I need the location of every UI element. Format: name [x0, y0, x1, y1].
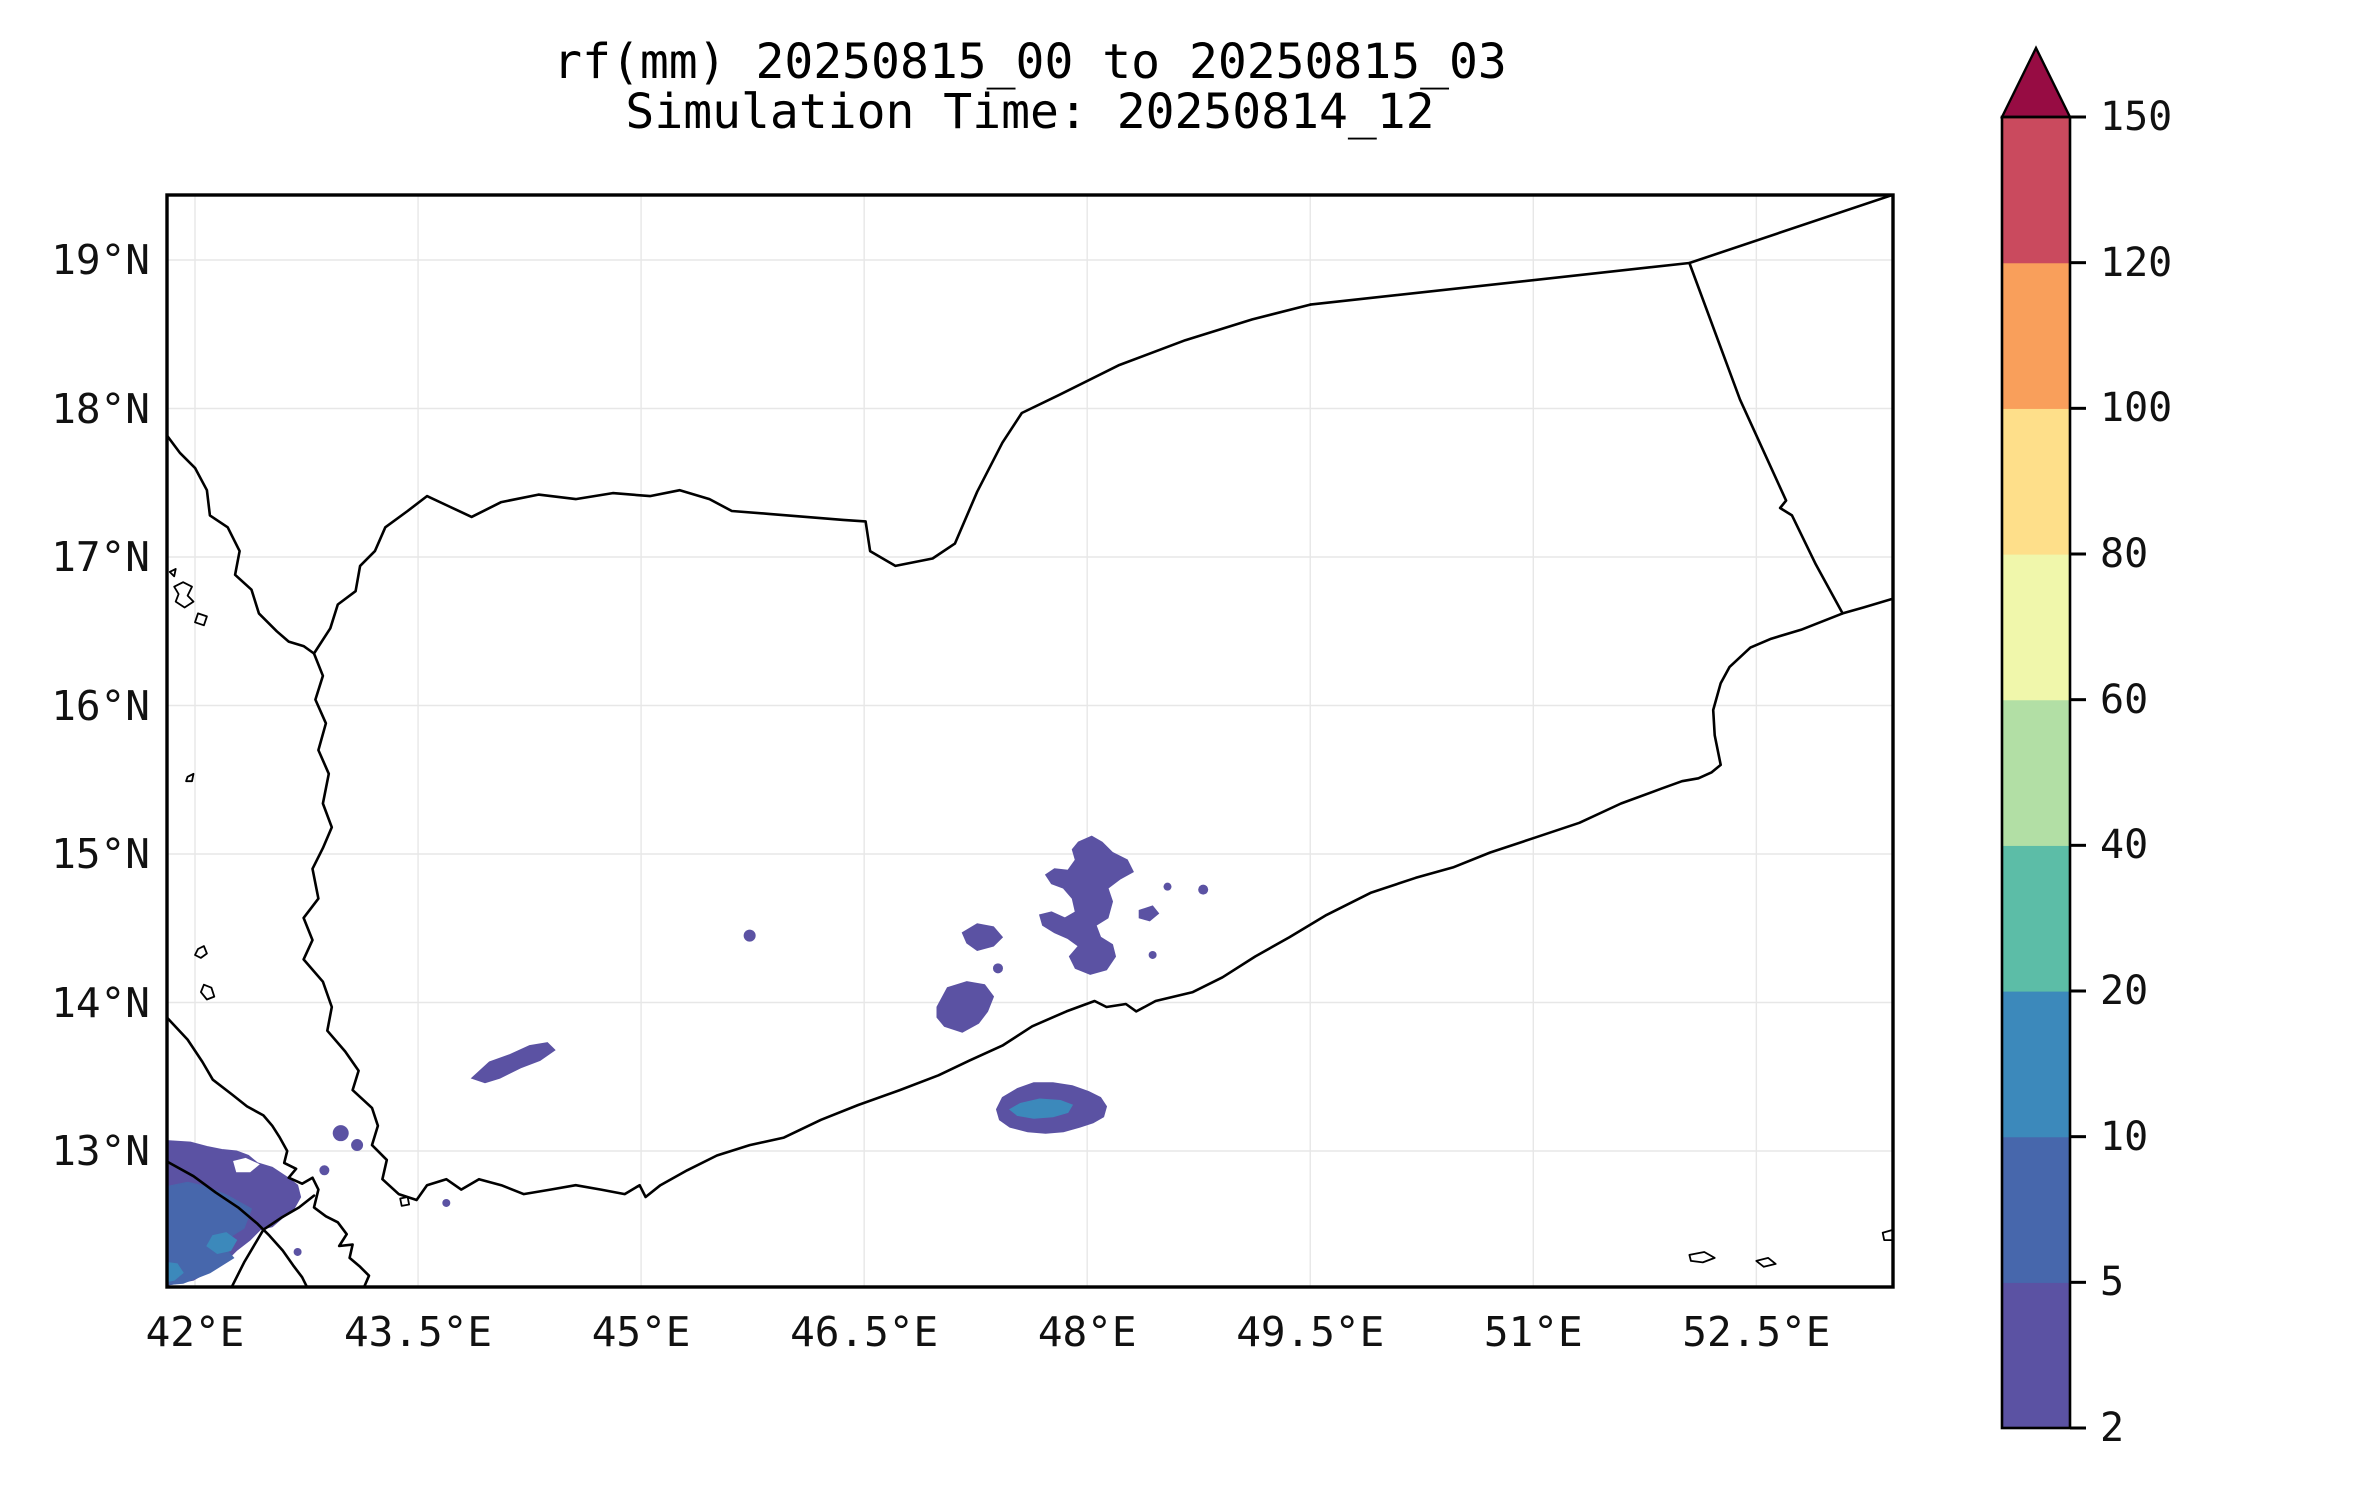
colorbar-segment-2-5	[2002, 1282, 2070, 1429]
rain-spot-1	[1148, 950, 1157, 959]
island-islet-southeast-2	[1755, 1257, 1777, 1268]
colorbar-segment-40-60	[2002, 699, 2070, 846]
rain-patch-central-cluster-main	[1038, 835, 1134, 975]
rain-spot-8	[293, 1247, 302, 1256]
geography-lines	[167, 195, 1893, 1287]
x-tick-label-49.5°E: 49.5°E	[1236, 1308, 1385, 1356]
x-tick-label-46.5°E: 46.5°E	[790, 1308, 939, 1356]
gridlines	[167, 195, 1893, 1287]
coastline-arabia-west-and-south-coast	[167, 433, 1893, 1202]
x-tick-label-52.5°E: 52.5°E	[1682, 1308, 1831, 1356]
colorbar-label-60: 60	[2100, 676, 2149, 723]
y-tick-label-17°N: 17°N	[51, 533, 150, 581]
plot-subtitle: Simulation Time: 20250814_12	[625, 84, 1435, 140]
plot-frame	[165, 193, 1895, 1289]
colorbar-segment-10-20	[2002, 991, 2070, 1138]
island-islet-right-edge	[1881, 1228, 1893, 1241]
x-tick-label-51°E: 51°E	[1483, 1308, 1583, 1356]
rain-patch-sw-corner-core-1	[206, 1232, 238, 1255]
y-tick-label-13°N: 13°N	[51, 1127, 150, 1175]
rain-spot-0	[992, 963, 1003, 974]
colorbar-label-80: 80	[2100, 531, 2149, 577]
x-tick-label-43.5°E: 43.5°E	[343, 1308, 493, 1356]
plot-title: rf(mm) 20250815_00 to 20250815_03	[553, 34, 1507, 90]
colorbar-segment-120-150	[2002, 117, 2070, 264]
colorbar-label-2: 2	[2100, 1405, 2125, 1451]
y-tick-label-19°N: 19°N	[51, 236, 150, 284]
rain-spot-3	[1163, 882, 1172, 891]
island-zubair-island	[194, 945, 208, 959]
rain-spot-7	[319, 1165, 330, 1176]
island-farasan-2	[194, 612, 208, 627]
rain-patch-sw-corner-mid	[167, 1181, 253, 1286]
colorbar-segment-100-120	[2002, 262, 2070, 409]
colorbar-label-10: 10	[2100, 1113, 2149, 1160]
y-tick-label-14°N: 14°N	[51, 978, 150, 1027]
island-hanish-island	[199, 983, 216, 1001]
x-tick-label-48°E: 48°E	[1037, 1308, 1137, 1356]
island-islet-southeast-1	[1688, 1251, 1716, 1264]
island-red-sea-islet	[185, 772, 195, 783]
rain-patch-central-cluster-west	[961, 923, 1004, 952]
colorbar-label-20: 20	[2100, 968, 2149, 1014]
rain-patch-central-cluster-southwest	[936, 981, 995, 1033]
rain-spot-5	[332, 1125, 349, 1142]
rain-patch-sw-corner-dry-hole	[233, 1157, 260, 1173]
rain-patch-sw-corner-core-2	[167, 1261, 184, 1283]
colorbar-over-arrow	[2000, 45, 2072, 119]
colorbar-outline	[2000, 115, 2072, 1430]
colorbar-segment-5-10	[2002, 1136, 2070, 1283]
coastline-africa-horn-coast	[167, 1016, 371, 1287]
border-saudi-northeast-diagonal	[1309, 195, 1893, 306]
rain-spot-4	[743, 929, 756, 942]
colorbar-label-100: 100	[2100, 385, 2173, 432]
colorbar-segment-60-80	[2002, 554, 2070, 701]
colorbar-segment-80-100	[2002, 408, 2070, 555]
colorbar-segment-20-40	[2002, 845, 2070, 992]
rain-spot-9	[442, 1198, 451, 1207]
rain-patch-central-cluster-east	[1138, 905, 1160, 922]
x-tick-label-42°E: 42°E	[145, 1308, 245, 1356]
y-tick-label-16°N: 16°N	[51, 681, 150, 730]
rain-patch-taiz-cell	[470, 1042, 556, 1084]
colorbar-label-40: 40	[2100, 822, 2149, 869]
colorbar-label-120: 120	[2100, 239, 2173, 286]
colorbar	[2000, 45, 2086, 1430]
rainfall-contours	[167, 835, 1209, 1287]
island-farasan-3	[168, 568, 177, 578]
border-saudi-yemen-border	[312, 303, 1312, 655]
colorbar-label-5: 5	[2100, 1259, 2125, 1306]
border-djibouti-ethiopia-border	[230, 1194, 316, 1287]
rain-patch-coastal-oval-core	[1009, 1098, 1074, 1119]
x-tick-label-45°E: 45°E	[591, 1308, 691, 1356]
y-tick-label-15°N: 15°N	[51, 830, 150, 878]
colorbar-label-150: 150	[2100, 94, 2173, 140]
rain-spot-6	[351, 1139, 364, 1152]
border-yemen-oman-border	[1688, 261, 1844, 615]
rain-spot-2	[1198, 884, 1209, 895]
y-tick-label-18°N: 18°N	[51, 384, 150, 433]
island-farasan-1	[173, 581, 195, 609]
island-perim-island	[399, 1196, 411, 1207]
